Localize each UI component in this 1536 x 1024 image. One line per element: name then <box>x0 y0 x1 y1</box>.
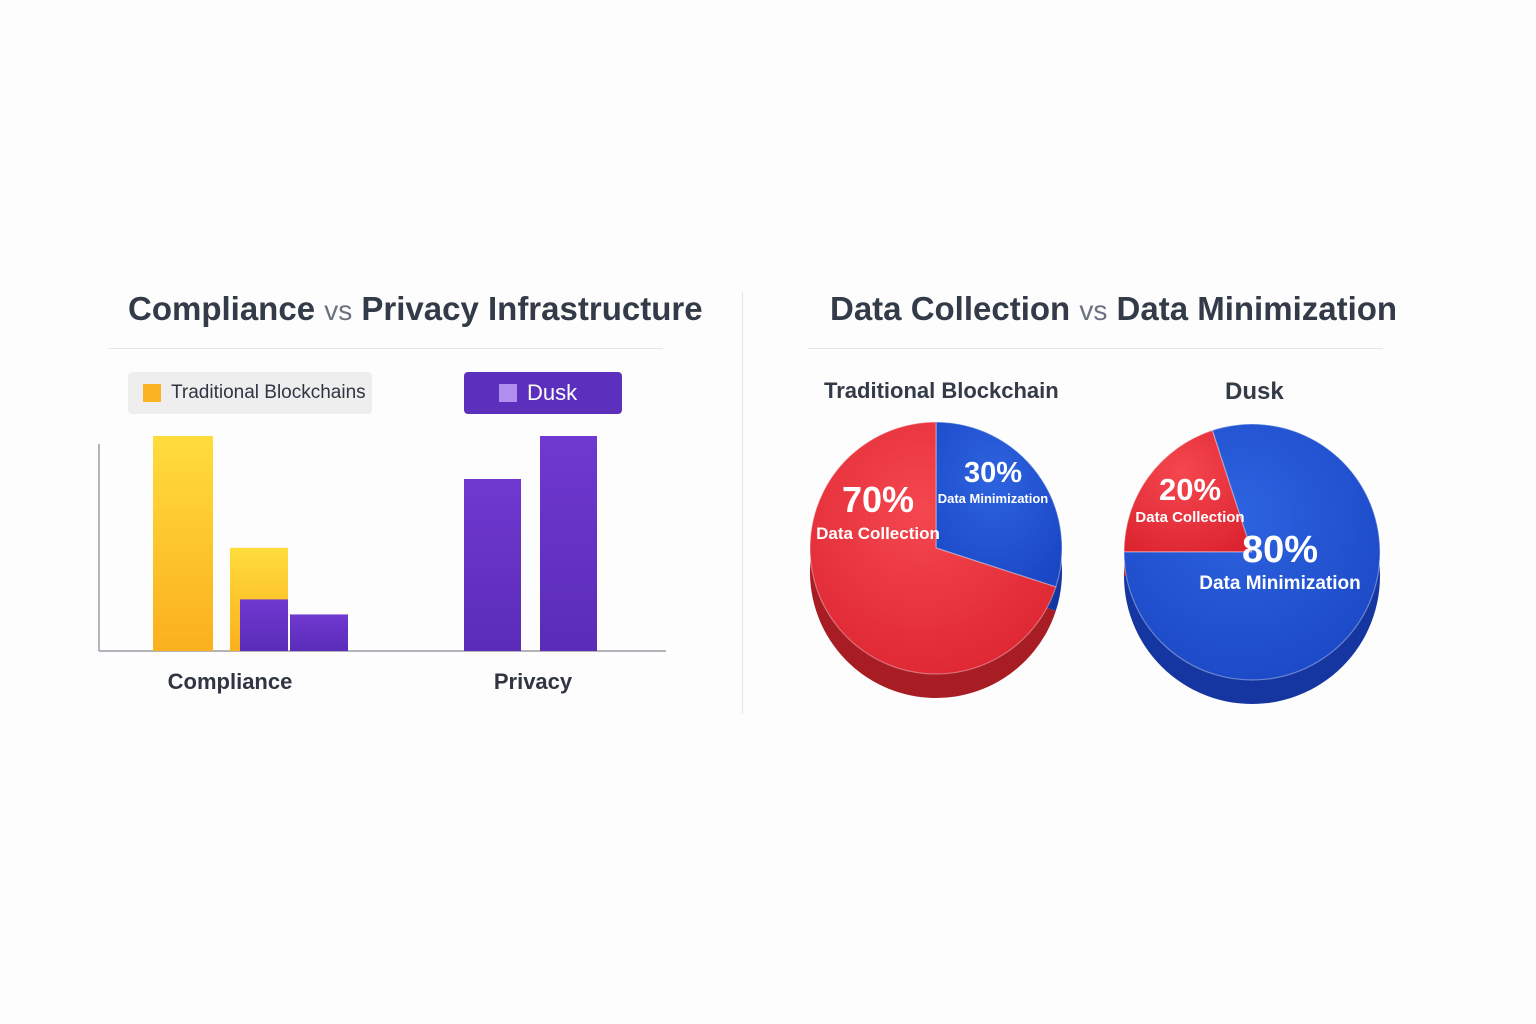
bar-compliance-series-2 <box>240 599 288 651</box>
panel-divider <box>742 292 743 714</box>
pie-dusk: 20% Data Collection 80%Data Minimization <box>1123 423 1381 704</box>
pie-traditional-title: Traditional Blockchain <box>824 378 1059 403</box>
pie-section-title: Data Collection vs Data Minimization <box>830 290 1397 328</box>
pie-title-part-a: Data Collection <box>830 290 1071 327</box>
legend-label-dusk: Dusk <box>527 380 578 405</box>
pie-slice-data-collection <box>1123 429 1253 553</box>
pie-value-label: 80% <box>1242 529 1318 571</box>
legend-traditional-blockchains: Traditional Blockchains <box>128 372 372 414</box>
pie-value-label: 30% <box>964 457 1022 489</box>
pie-value-label: 70% <box>842 479 914 520</box>
pie-slice-data-collection <box>809 421 1057 675</box>
bar-title-part-b: Privacy Infrastructure <box>361 290 703 327</box>
pie-slice-data-minimization <box>935 421 1063 588</box>
pie-title-part-b: Data Minimization <box>1116 290 1398 327</box>
bar-compliance-series-3 <box>290 614 348 651</box>
legend-dusk: Dusk <box>464 372 622 414</box>
left-title-rule <box>108 348 663 349</box>
bar-compliance-series-0 <box>153 436 213 651</box>
legend-swatch-yellow <box>143 384 161 402</box>
bars-group <box>153 436 597 651</box>
legend-swatch-purple <box>499 384 517 402</box>
bar-privacy-series-2 <box>464 479 521 651</box>
category-label-compliance: Compliance <box>168 669 293 694</box>
pie-slice-label: Data Minimization <box>1199 573 1361 594</box>
pie-traditional: 30% Data Minimization 70% Data Collection <box>809 421 1063 699</box>
pie-dusk-title: Dusk <box>1225 378 1284 405</box>
bar-title-vs: vs <box>324 295 353 326</box>
pie-slice-data-minimization <box>1123 423 1381 681</box>
pie-slice-label: Data Collection <box>816 524 940 543</box>
right-title-rule <box>808 348 1383 349</box>
bar-title-part-a: Compliance <box>128 290 316 327</box>
legend-label-traditional: Traditional Blockchains <box>171 382 366 403</box>
bar-privacy-series-3 <box>540 436 597 651</box>
pie-slice-label: Data Collection <box>1135 509 1244 526</box>
pie-value-label: 20% <box>1159 472 1221 507</box>
bar-chart-title: Compliance vs Privacy Infrastructure <box>128 290 703 328</box>
pie-title-vs: vs <box>1079 295 1108 326</box>
category-label-privacy: Privacy <box>494 669 573 694</box>
pie-slice-label: Data Minimization <box>938 491 1049 506</box>
